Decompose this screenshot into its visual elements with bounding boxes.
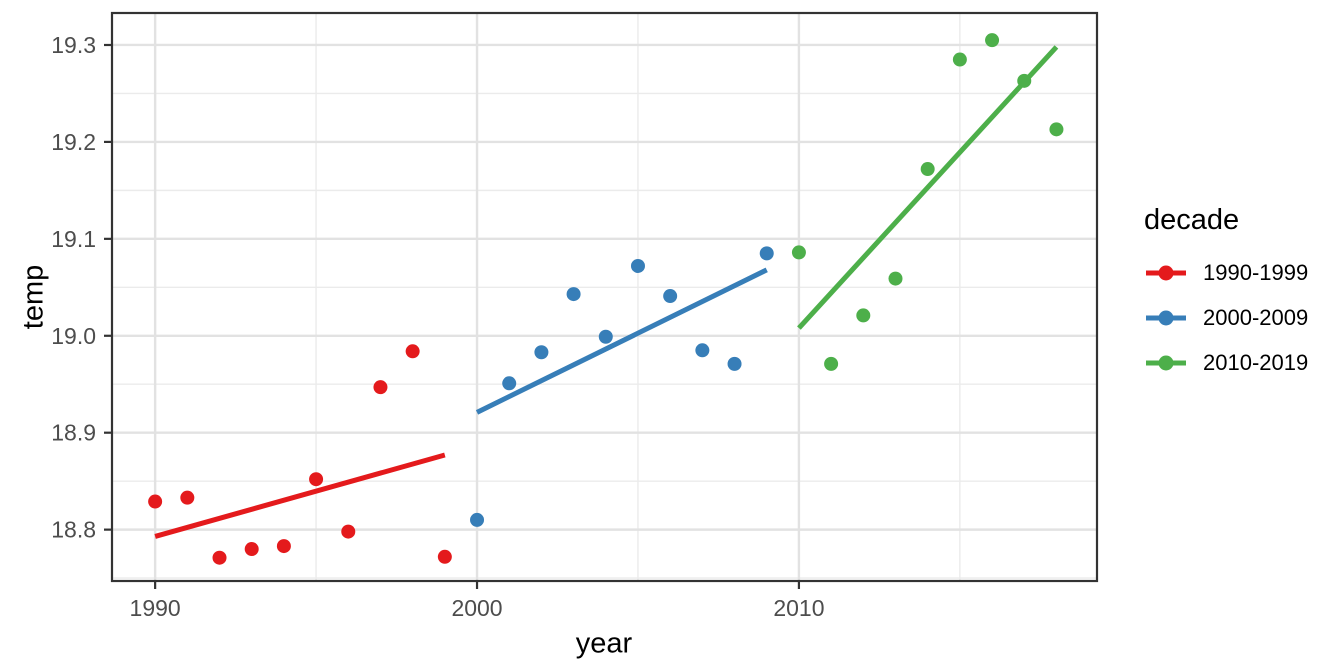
data-point <box>502 376 517 391</box>
data-point <box>598 329 613 344</box>
legend-key-point-icon <box>1146 265 1186 281</box>
data-point <box>309 472 324 487</box>
y-tick-label: 18.9 <box>51 420 96 446</box>
y-axis-title: temp <box>17 264 50 330</box>
data-point <box>759 246 774 261</box>
x-axis-title: year <box>575 627 633 660</box>
legend-entry-1990s: 1990-1999 <box>1144 260 1309 285</box>
data-point <box>405 344 420 359</box>
data-point <box>437 549 452 564</box>
x-tick-label: 1990 <box>130 595 181 621</box>
data-point <box>985 33 1000 48</box>
x-tick-label: 2010 <box>773 595 824 621</box>
y-tick-label: 18.8 <box>51 517 96 543</box>
data-point <box>1049 122 1064 137</box>
y-tick-label: 19.1 <box>51 226 96 252</box>
data-point <box>663 289 678 304</box>
data-point <box>373 380 388 395</box>
y-tick-label: 19.2 <box>51 129 96 155</box>
data-point <box>791 245 806 260</box>
data-point <box>630 258 645 273</box>
data-point <box>534 345 549 360</box>
y-tick-label: 19.0 <box>51 323 96 349</box>
data-point <box>888 271 903 286</box>
data-point <box>727 356 742 371</box>
data-point <box>566 287 581 302</box>
legend-entry-2000s: 2000-2009 <box>1144 305 1309 330</box>
legend-entry-2010s: 2010-2019 <box>1144 350 1309 375</box>
legend-label: 1990-1999 <box>1203 260 1309 285</box>
legend-key-point-icon <box>1146 355 1186 371</box>
plot-panel: 1990 2000 2010 18.8 18.9 19.0 19.1 19.2 19.3 <box>51 11 1099 621</box>
data-point <box>920 162 935 177</box>
legend: decade 1990-1999 2000-2009 2010-2019 <box>1144 204 1308 396</box>
data-point <box>148 494 163 509</box>
data-point <box>244 542 259 557</box>
legend-key-point-icon <box>1146 310 1186 326</box>
legend-title: decade <box>1144 204 1240 236</box>
panel-background <box>112 13 1097 581</box>
trend-line <box>797 45 1059 330</box>
trend-line <box>154 452 446 539</box>
trend-line <box>475 267 768 415</box>
legend-label: 2010-2019 <box>1203 350 1309 375</box>
data-point <box>695 343 710 358</box>
data-point <box>952 52 967 67</box>
data-point <box>276 539 291 554</box>
legend-label: 2000-2009 <box>1203 305 1309 330</box>
data-point <box>212 550 227 565</box>
panel-border <box>110 11 1099 583</box>
y-tick-label: 19.3 <box>51 32 96 58</box>
data-point <box>856 308 871 323</box>
data-point <box>180 490 195 505</box>
data-point <box>341 524 356 539</box>
x-tick-label: 2000 <box>451 595 502 621</box>
data-point <box>470 512 485 527</box>
data-point <box>824 356 839 371</box>
